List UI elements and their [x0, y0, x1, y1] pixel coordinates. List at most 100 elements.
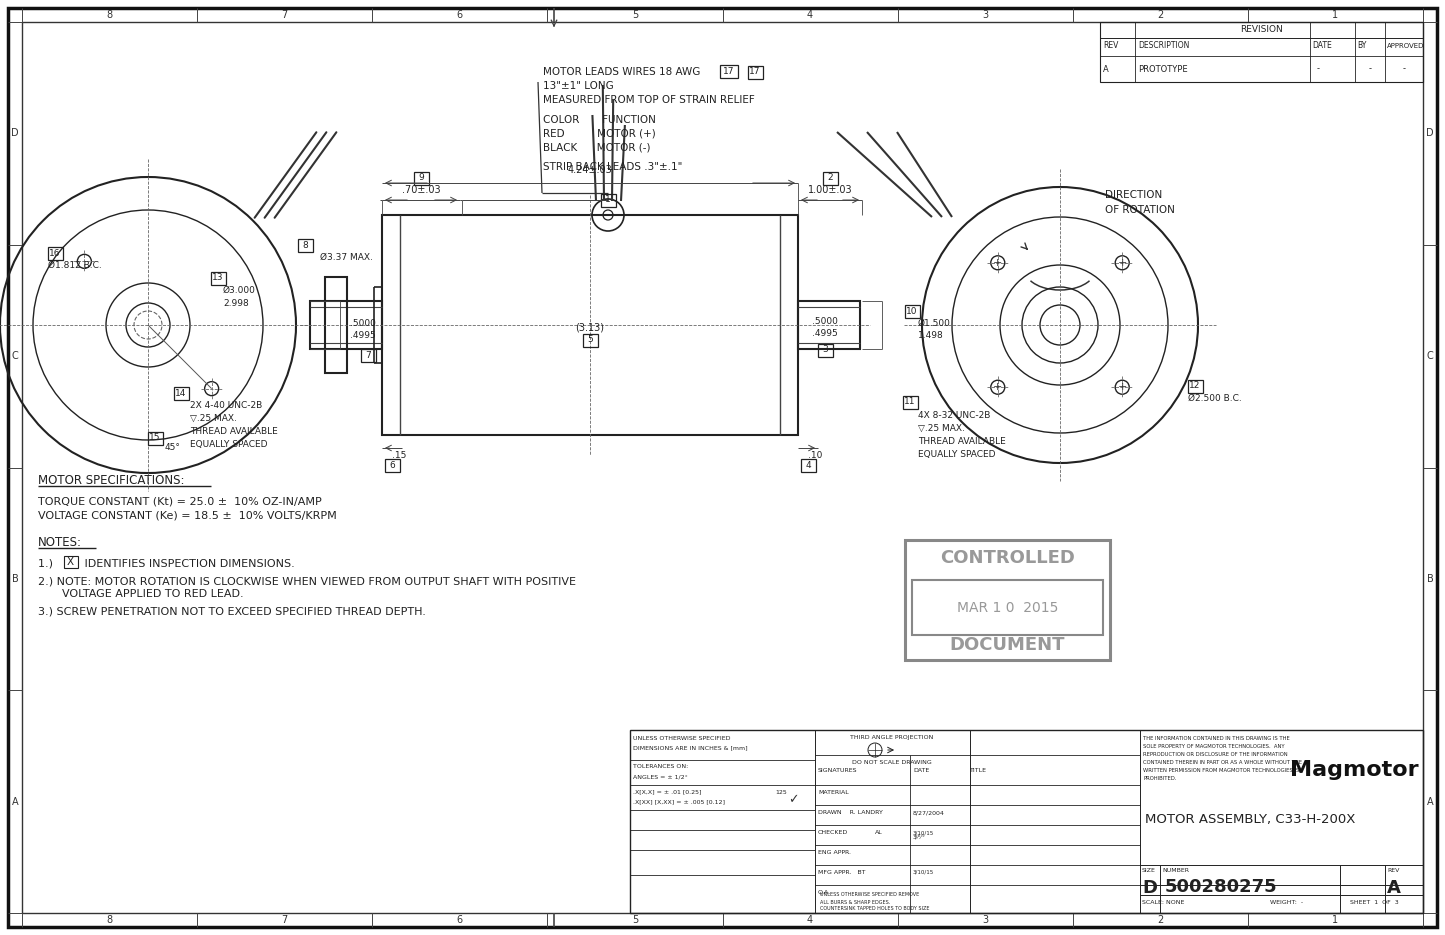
Text: 12: 12	[1189, 381, 1201, 391]
Text: WEIGHT:  -: WEIGHT: -	[1270, 900, 1303, 905]
Text: REV: REV	[1103, 41, 1118, 50]
Text: ENG APPR.: ENG APPR.	[818, 850, 851, 855]
Text: .4995: .4995	[350, 332, 376, 340]
Text: +: +	[993, 382, 1003, 392]
Text: 14: 14	[175, 389, 186, 397]
Text: 3: 3	[983, 915, 988, 925]
Bar	[822, 171, 838, 184]
Bar	[798, 301, 860, 349]
Text: D: D	[12, 128, 19, 138]
Text: C: C	[1426, 352, 1433, 361]
Bar	[818, 343, 832, 356]
Text: REVISION: REVISION	[1240, 25, 1283, 35]
Text: DESCRIPTION: DESCRIPTION	[1139, 41, 1189, 50]
Text: B: B	[12, 574, 19, 583]
Text: +: +	[1117, 382, 1127, 392]
Text: .5000: .5000	[812, 318, 838, 326]
Text: 8: 8	[302, 240, 308, 250]
Text: COLOR       FUNCTION: COLOR FUNCTION	[543, 115, 656, 125]
Text: THREAD AVAILABLE: THREAD AVAILABLE	[189, 426, 277, 436]
Text: SIGNATURES: SIGNATURES	[818, 768, 857, 772]
Bar	[747, 65, 763, 79]
Text: 3/10/15: 3/10/15	[913, 830, 935, 836]
Text: 4: 4	[805, 461, 811, 469]
Text: 1.00±.03: 1.00±.03	[808, 185, 853, 195]
Text: .X[XX] [X,XX] = ± .005 [0.12]: .X[XX] [X,XX] = ± .005 [0.12]	[633, 799, 725, 804]
Text: 6: 6	[389, 461, 394, 469]
Text: UNLESS OTHERWISE SPECIFIED REMOVE: UNLESS OTHERWISE SPECIFIED REMOVE	[819, 893, 919, 898]
Text: 500280275: 500280275	[1165, 878, 1277, 896]
Text: Magmotor: Magmotor	[1290, 760, 1419, 780]
Text: 17: 17	[750, 67, 760, 77]
Text: 7: 7	[282, 915, 288, 925]
Text: 8: 8	[107, 10, 113, 20]
Text: 10: 10	[906, 307, 918, 315]
Text: MAR 1 0  2015: MAR 1 0 2015	[957, 601, 1058, 615]
Text: PROTOTYPE: PROTOTYPE	[1139, 65, 1188, 74]
Bar	[912, 580, 1103, 635]
Text: UNLESS OTHERWISE SPECIFIED: UNLESS OTHERWISE SPECIFIED	[633, 736, 731, 741]
Text: MATERIAL: MATERIAL	[818, 790, 848, 796]
Text: DOCUMENT: DOCUMENT	[949, 636, 1065, 654]
Text: 3/10/15: 3/10/15	[913, 870, 935, 874]
Text: D: D	[1142, 879, 1157, 897]
Text: 16: 16	[49, 249, 61, 257]
Text: MEASURED FROM TOP OF STRAIN RELIEF: MEASURED FROM TOP OF STRAIN RELIEF	[543, 95, 754, 105]
Text: .X[X,X] = ± .01 [0.25]: .X[X,X] = ± .01 [0.25]	[633, 789, 701, 795]
Text: .10: .10	[808, 452, 822, 461]
Text: 2: 2	[827, 174, 832, 182]
Text: THE INFORMATION CONTAINED IN THIS DRAWING IS THE: THE INFORMATION CONTAINED IN THIS DRAWIN…	[1143, 736, 1290, 741]
Text: 4.24±.03: 4.24±.03	[568, 165, 613, 175]
Text: 4: 4	[806, 915, 814, 925]
Text: 8: 8	[107, 915, 113, 925]
Text: EQUALLY SPACED: EQUALLY SPACED	[189, 439, 267, 449]
Text: .4995: .4995	[812, 329, 838, 338]
Bar	[601, 194, 616, 207]
Text: .70±.03: .70±.03	[402, 185, 441, 195]
Bar	[582, 334, 597, 347]
Bar	[360, 349, 376, 362]
Text: MOTOR ASSEMBLY, C33-H-200X: MOTOR ASSEMBLY, C33-H-200X	[1144, 813, 1355, 827]
Text: BLACK      MOTOR (-): BLACK MOTOR (-)	[543, 143, 650, 153]
Text: DATE: DATE	[1312, 41, 1332, 50]
Text: DRAWN    R. LANDRY: DRAWN R. LANDRY	[818, 811, 883, 815]
Bar	[325, 277, 347, 373]
Text: STRIP BACK LEADS .3"±.1": STRIP BACK LEADS .3"±.1"	[543, 162, 682, 172]
Text: SCALE: NONE: SCALE: NONE	[1142, 900, 1185, 905]
Text: 17: 17	[724, 67, 734, 77]
Text: 5: 5	[631, 915, 639, 925]
Bar	[630, 730, 1423, 913]
Text: (3.13): (3.13)	[575, 323, 604, 333]
Text: OF ROTATION: OF ROTATION	[1105, 205, 1175, 215]
Text: 15: 15	[149, 434, 160, 442]
Text: 6: 6	[457, 915, 462, 925]
Text: DIRECTION: DIRECTION	[1105, 190, 1162, 200]
Text: PROHIBITED.: PROHIBITED.	[1143, 775, 1176, 781]
Text: 13: 13	[212, 274, 224, 282]
Text: DO NOT SCALE DRAWING: DO NOT SCALE DRAWING	[853, 760, 932, 766]
Text: A: A	[1103, 65, 1108, 74]
Text: 6: 6	[457, 10, 462, 20]
Text: Ø1.812 B.C.: Ø1.812 B.C.	[48, 261, 101, 269]
Text: ANGLES = ± 1/2°: ANGLES = ± 1/2°	[633, 774, 688, 780]
Text: DATE: DATE	[913, 768, 929, 772]
Text: Q.A.: Q.A.	[818, 889, 831, 895]
Text: .5000: .5000	[350, 320, 376, 328]
Text: +: +	[993, 258, 1003, 267]
Bar	[298, 238, 312, 252]
Text: 3∕⁄⁶⁄ⁱ⁵: 3∕⁄⁶⁄ⁱ⁵	[913, 834, 925, 840]
Text: MFG APPR.   BT: MFG APPR. BT	[818, 870, 866, 874]
Text: +: +	[1117, 258, 1127, 267]
Text: REV: REV	[1387, 868, 1399, 872]
Text: THREAD AVAILABLE: THREAD AVAILABLE	[918, 437, 1006, 445]
Text: 3.) SCREW PENETRATION NOT TO EXCEED SPECIFIED THREAD DEPTH.: 3.) SCREW PENETRATION NOT TO EXCEED SPEC…	[38, 607, 426, 617]
Text: 1: 1	[605, 195, 611, 205]
Text: B: B	[1426, 574, 1433, 583]
Text: WRITTEN PERMISSION FROM MAGMOTOR TECHNOLOGIES IS: WRITTEN PERMISSION FROM MAGMOTOR TECHNOL…	[1143, 768, 1299, 772]
Text: ✓: ✓	[788, 794, 799, 807]
Text: SIZE: SIZE	[1142, 868, 1156, 872]
Bar	[64, 556, 78, 568]
Text: -: -	[1403, 65, 1406, 74]
Text: 2: 2	[1157, 915, 1163, 925]
Bar	[905, 305, 919, 318]
